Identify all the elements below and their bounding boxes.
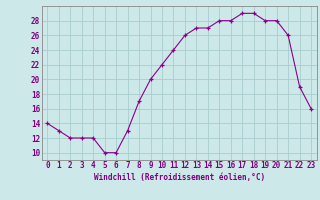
X-axis label: Windchill (Refroidissement éolien,°C): Windchill (Refroidissement éolien,°C)	[94, 173, 265, 182]
